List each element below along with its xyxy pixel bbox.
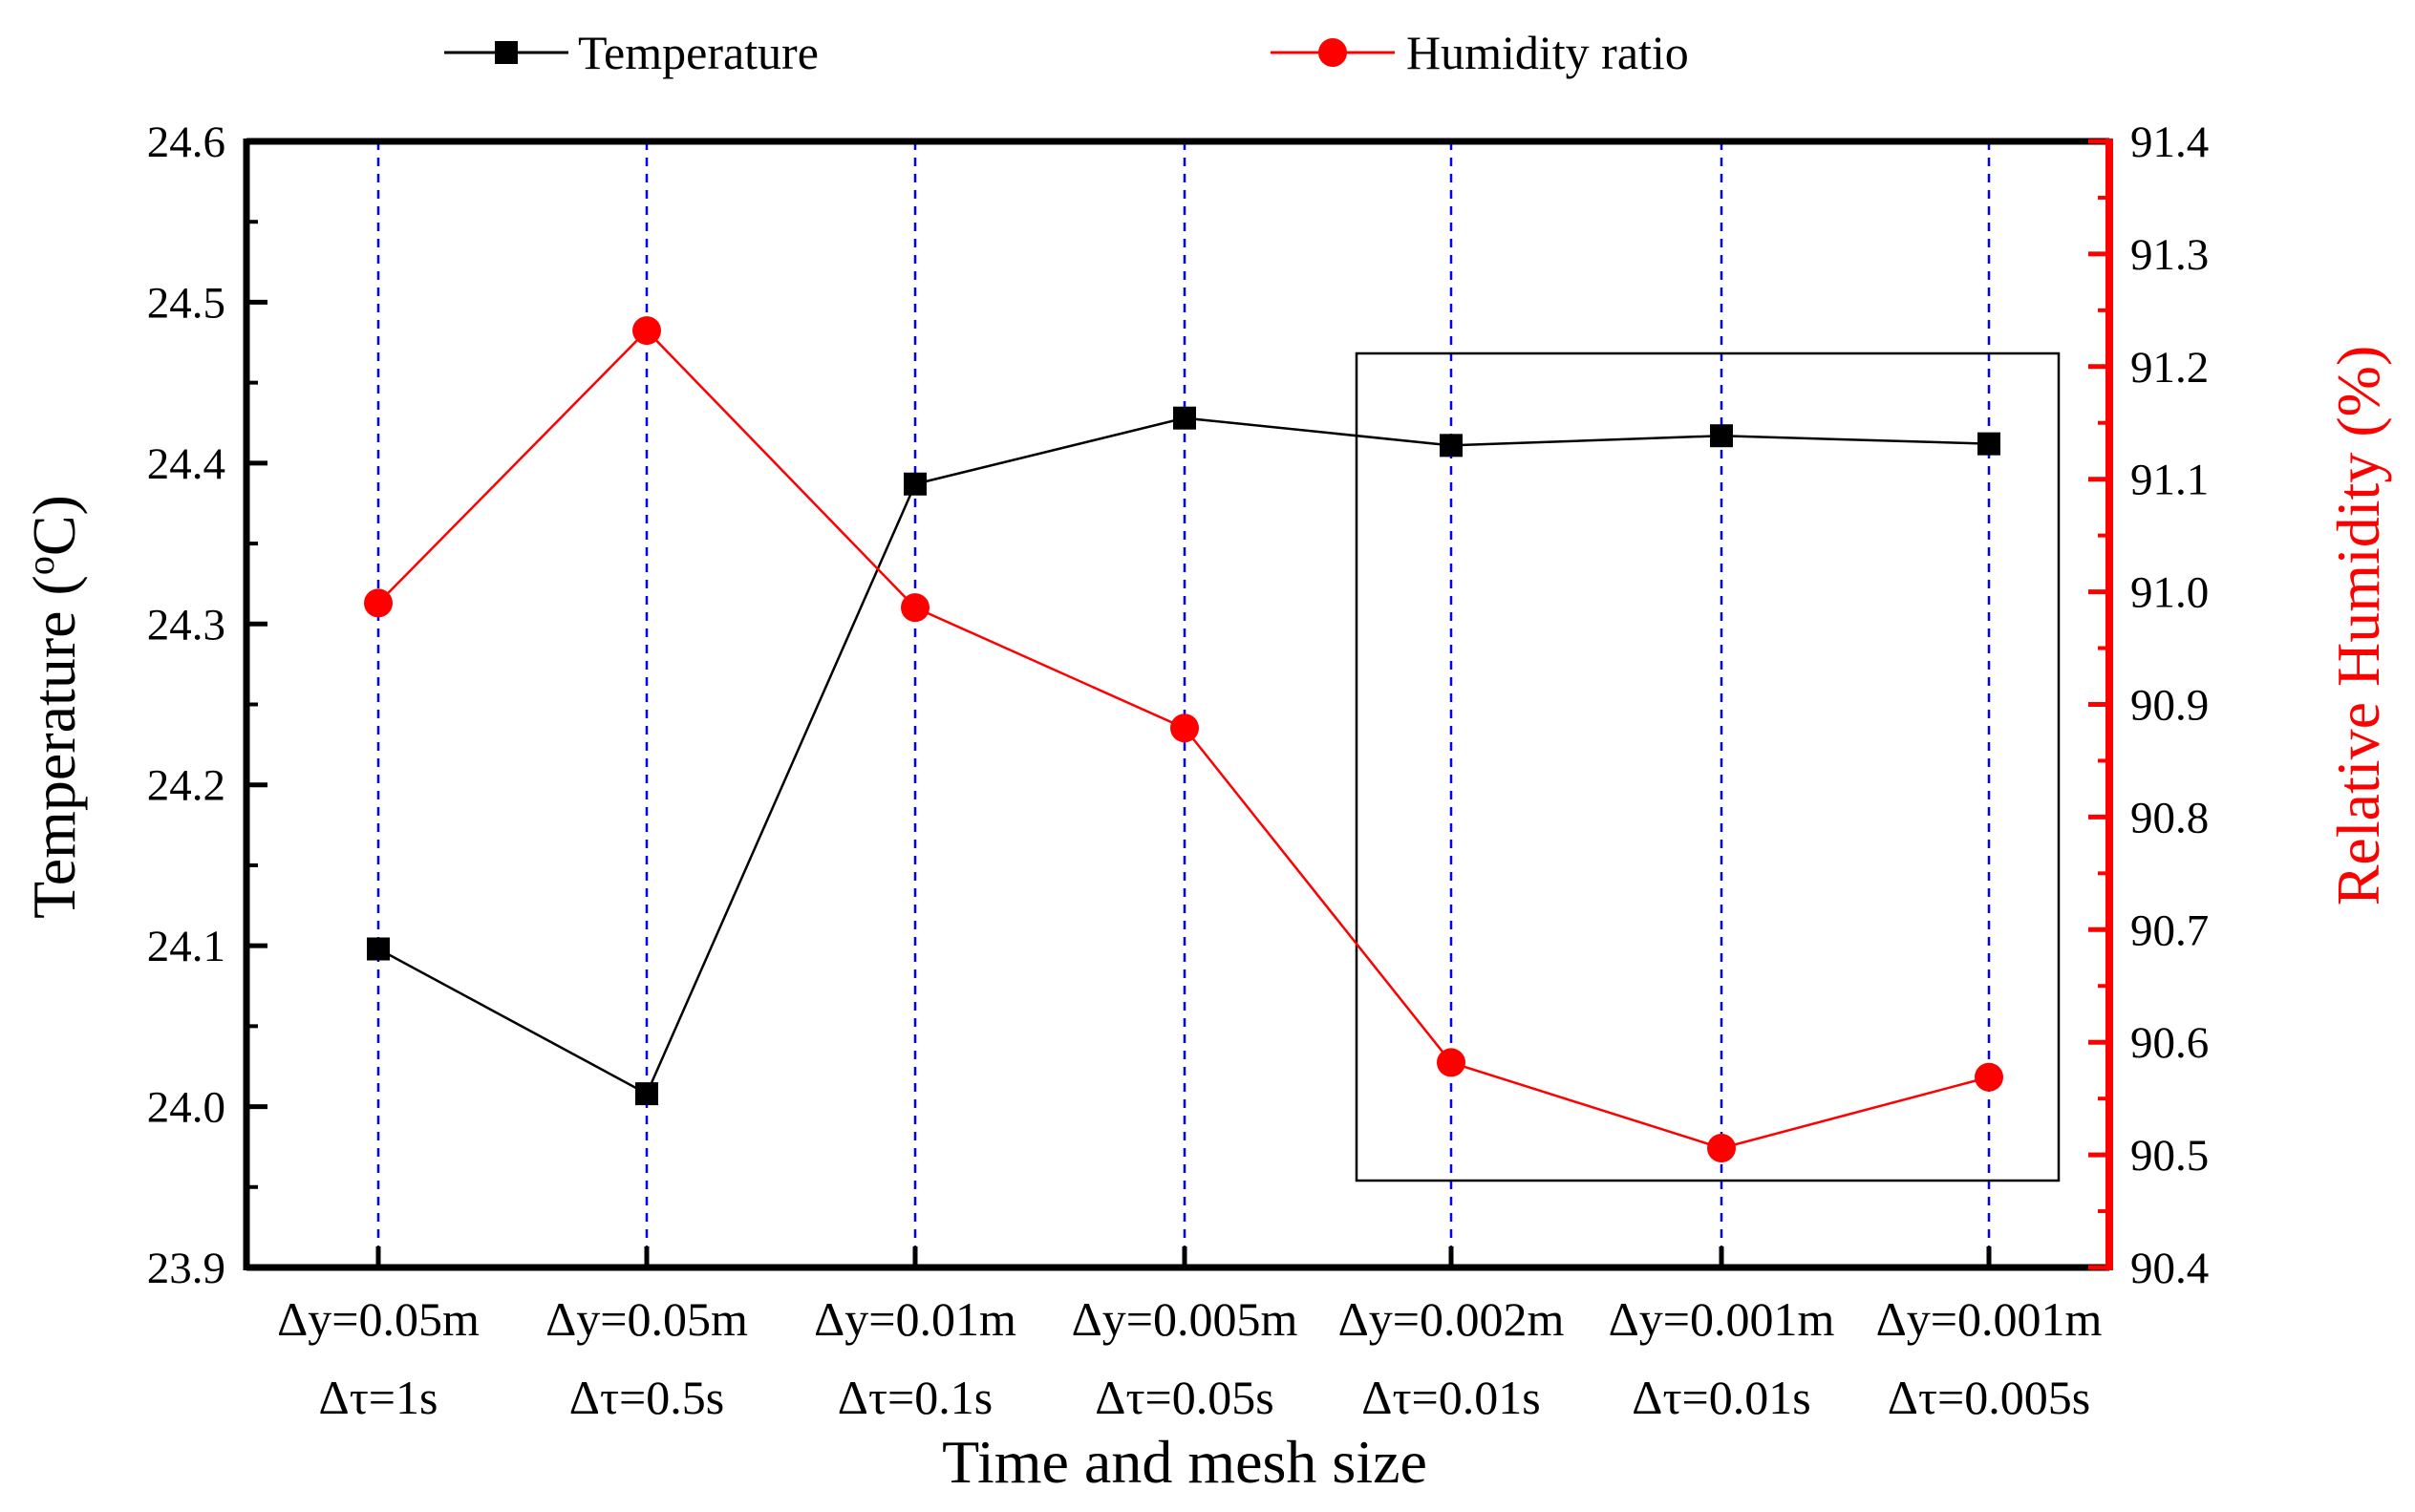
category-label-bottom-4: Δτ=0.01s xyxy=(1361,1371,1540,1424)
legend-temperature-label: Temperature xyxy=(578,26,819,79)
left-tick-label-3: 24.2 xyxy=(147,761,225,811)
right-tick-label-4: 90.8 xyxy=(2130,793,2209,842)
humidity-point-3 xyxy=(1170,713,1199,743)
highlight-rect xyxy=(1355,351,2061,1182)
category-label-top-4: Δy=0.002m xyxy=(1338,1292,1565,1346)
left-tick-label-4: 24.3 xyxy=(147,600,225,650)
temperature-point-2 xyxy=(904,472,927,496)
temperature-point-6 xyxy=(1977,432,2000,456)
right-tick-label-10: 91.4 xyxy=(2130,117,2209,167)
left-tick-label-6: 24.5 xyxy=(147,278,225,328)
legend: Temperature Humidity ratio xyxy=(444,26,1689,79)
category-label-bottom-3: Δτ=0.05s xyxy=(1095,1371,1273,1424)
temperature-point-4 xyxy=(1440,434,1463,458)
right-axis-ticks: 90.4 90.5 90.6 90.7 90.8 90.9 91.0 91.1 91.2 91.3… xyxy=(2088,117,2209,1293)
humidity-point-4 xyxy=(1437,1048,1465,1077)
humidity-point-2 xyxy=(901,593,930,623)
x-axis-title: Time and mesh size xyxy=(942,1428,1427,1496)
right-tick-label-5: 90.9 xyxy=(2130,681,2209,731)
right-tick-label-8: 91.2 xyxy=(2130,343,2209,393)
category-label-top-2: Δy=0.01m xyxy=(814,1292,1016,1346)
temperature-point-5 xyxy=(1710,424,1733,448)
legend-humidity-marker xyxy=(1318,38,1347,67)
left-tick-label-0: 23.9 xyxy=(147,1244,225,1293)
category-label-bottom-5: Δτ=0.01s xyxy=(1632,1371,1810,1424)
right-tick-label-7: 91.1 xyxy=(2130,456,2209,505)
category-label-top-1: Δy=0.05m xyxy=(545,1292,748,1346)
temperature-point-1 xyxy=(635,1082,658,1106)
category-label-top-3: Δy=0.005m xyxy=(1072,1292,1298,1346)
temperature-point-0 xyxy=(367,937,390,961)
right-tick-label-3: 90.7 xyxy=(2130,905,2209,955)
category-label-top-5: Δy=0.001m xyxy=(1609,1292,1835,1346)
category-label-top-0: Δy=0.05m xyxy=(277,1292,480,1346)
right-tick-label-0: 90.4 xyxy=(2130,1244,2209,1293)
right-tick-label-9: 91.3 xyxy=(2130,230,2209,280)
degree-superscript: o xyxy=(19,556,62,575)
humidity-point-0 xyxy=(364,588,393,618)
category-label-bottom-1: Δτ=0.5s xyxy=(569,1371,724,1424)
humidity-point-5 xyxy=(1707,1134,1736,1163)
left-tick-label-2: 24.1 xyxy=(147,922,225,971)
left-tick-label-1: 24.0 xyxy=(147,1083,225,1133)
right-tick-label-6: 91.0 xyxy=(2130,568,2209,618)
humidity-point-1 xyxy=(632,316,661,346)
category-label-bottom-0: Δτ=1s xyxy=(319,1371,438,1424)
grid-lines xyxy=(376,141,1991,1267)
category-label-bottom-6: Δτ=0.005s xyxy=(1888,1371,2090,1424)
humidity-point-6 xyxy=(1975,1062,2003,1092)
legend-humidity-label: Humidity ratio xyxy=(1406,26,1689,79)
highlight-box xyxy=(1355,351,2061,1182)
left-axis-title: Temperature (oC) xyxy=(19,495,89,919)
left-tick-label-7: 24.6 xyxy=(147,117,225,167)
category-label-bottom-2: Δτ=0.1s xyxy=(838,1371,993,1424)
left-axis-ticks: 23.9 24.0 24.1 24.2 24.3 24.4 24.5 24.6 xyxy=(147,117,267,1293)
right-axis-title: Relative Humidity (%) xyxy=(2324,346,2392,906)
legend-temperature-marker xyxy=(495,41,518,64)
left-tick-label-5: 24.4 xyxy=(147,439,225,489)
series-lines xyxy=(364,316,2003,1163)
plot-frame xyxy=(243,138,2113,1271)
right-tick-label-1: 90.5 xyxy=(2130,1131,2209,1181)
right-tick-label-2: 90.6 xyxy=(2130,1018,2209,1068)
category-label-top-6: Δy=0.001m xyxy=(1876,1292,2103,1346)
category-labels: Δy=0.05m Δτ=1s Δy=0.05m Δτ=0.5s Δy=0.01m Δτ=0… xyxy=(277,1292,2102,1424)
temperature-point-3 xyxy=(1173,406,1196,430)
